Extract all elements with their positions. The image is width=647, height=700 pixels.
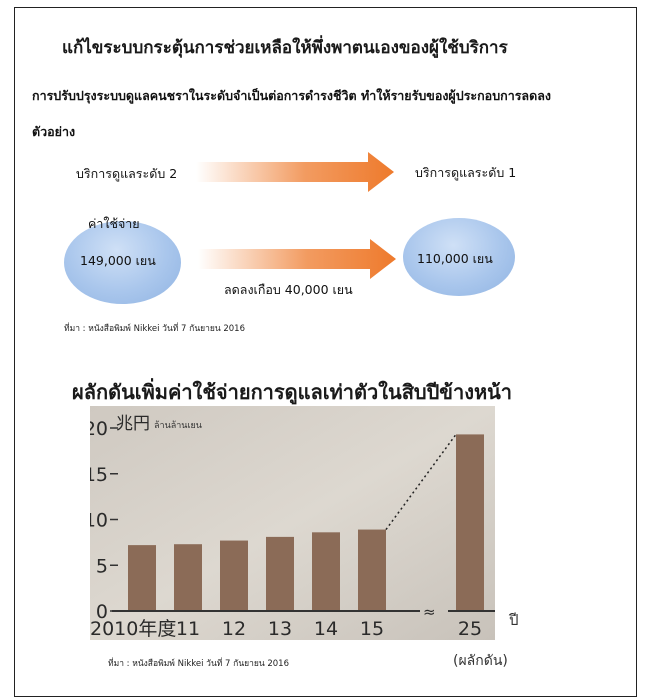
intro-line-2: ตัวอย่าง (32, 124, 76, 139)
source-note-2: ที่มา : หนังสือพิมพ์ Nikkei วันที่ 7 กัน… (108, 659, 290, 669)
y-tick-label: 10 (90, 510, 108, 532)
y-tick-label: 20 (90, 418, 108, 440)
x-tick-label: 13 (268, 618, 292, 640)
document-frame (14, 7, 637, 697)
bar-15 (358, 529, 386, 611)
bar-2010年度 (128, 545, 156, 611)
y-tick-label: 0 (96, 601, 108, 623)
page-heading: แก้ไขระบบกระตุ้นการช่วยเหลือให้พึ่งพาตนเ… (62, 38, 508, 58)
bar-14 (312, 532, 340, 611)
bar-12 (220, 540, 248, 611)
intro-line-1: การปรับปรุงระบบดูแลคนชราในระดับจำเป็นต่อ… (32, 88, 551, 103)
to-cost-value: 110,000 เยน (417, 251, 493, 266)
y-tick-label: 15 (90, 464, 108, 486)
year-suffix: ปี (509, 611, 519, 629)
projection-note: (ผลักดัน) (453, 653, 508, 669)
x-tick-label: 14 (314, 618, 338, 640)
x-tick-label: 11 (176, 618, 200, 640)
axis-break-mark: ≈ (423, 603, 436, 621)
from-cost-bubble (64, 221, 181, 304)
chart-title: ผลักดันเพิ่มค่าใช้จ่ายการดูแลเท่าตัวในสิ… (72, 380, 513, 404)
from-service-label: บริการดูแลระดับ 2 (76, 166, 178, 181)
reduction-note: ลดลงเกือบ 40,000 เยน (224, 282, 353, 297)
from-cost-value: 149,000 เยน (80, 253, 156, 268)
x-tick-label: 12 (222, 618, 246, 640)
chart-unit-label-thai: ล้านล้านเยน (154, 420, 202, 431)
x-tick-label: 25 (458, 618, 482, 640)
bar-11 (174, 544, 202, 611)
x-tick-label: 15 (360, 618, 384, 640)
to-cost-bubble (403, 218, 515, 296)
source-note-1: ที่มา : หนังสือพิมพ์ Nikkei วันที่ 7 กัน… (64, 324, 246, 334)
to-service-label: บริการดูแลระดับ 1 (415, 165, 517, 180)
cost-label: ค่าใช้จ่าย (88, 216, 140, 231)
bar-13 (266, 536, 294, 611)
y-tick-label: 5 (96, 555, 108, 577)
arrow-cost-change (198, 239, 396, 279)
chart-unit-label: 兆円 (116, 414, 150, 434)
x-tick-label: 2010年度 (90, 618, 176, 640)
arrow-level-change (196, 152, 394, 192)
bar-25 (456, 434, 484, 611)
